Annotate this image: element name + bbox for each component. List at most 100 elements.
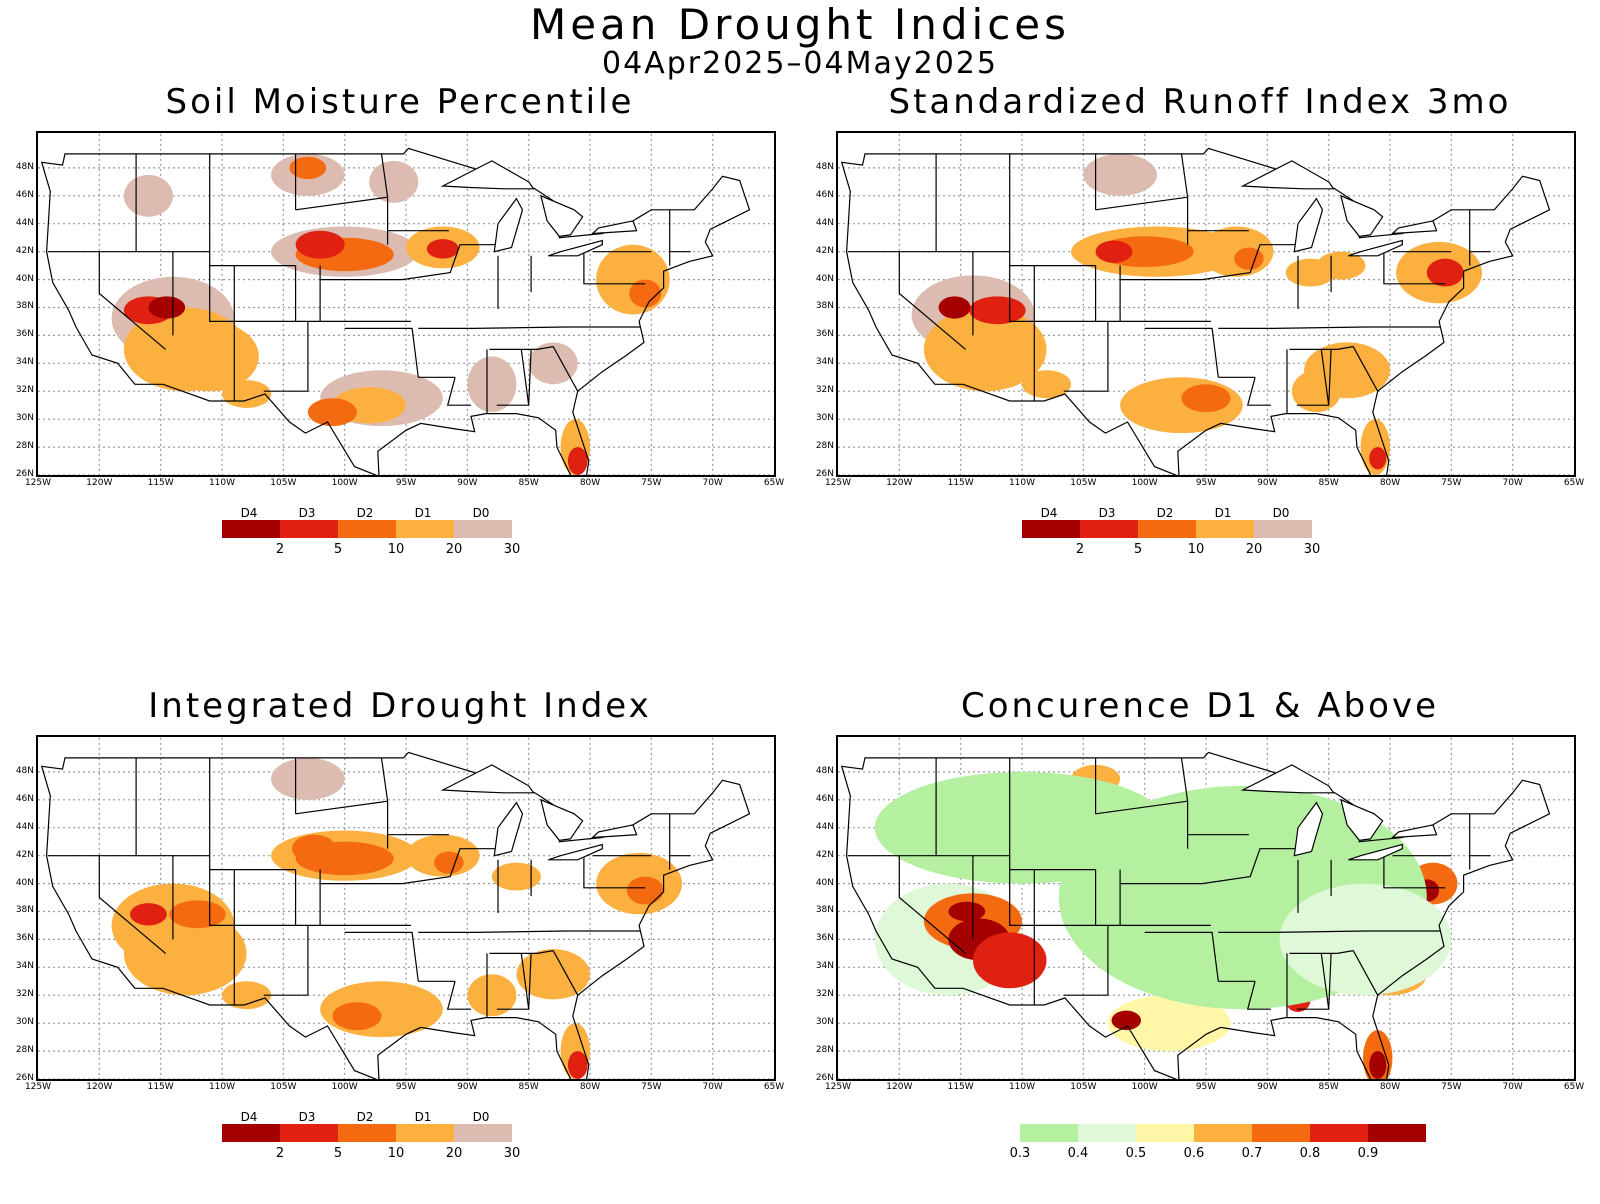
lat-tick-label: 32N (15, 385, 34, 396)
state-border (1289, 346, 1354, 350)
lon-tick-label: 90W (1257, 478, 1278, 488)
lon-tick-label: 70W (1502, 478, 1523, 488)
lat-tick-label: 32N (815, 385, 834, 396)
map-area (836, 735, 1576, 1081)
drought-region (1083, 153, 1157, 196)
drought-region (567, 447, 588, 475)
lat-tick-label: 26N (15, 1073, 34, 1083)
state-border (209, 265, 308, 322)
country-outline (40, 751, 751, 1079)
lon-tick-label: 70W (702, 478, 723, 488)
lat-tick-label: 40N (15, 877, 34, 888)
drought-region (1095, 240, 1133, 263)
color-swatch (1022, 520, 1080, 538)
lon-tick-label: 100W (1131, 478, 1158, 488)
lon-tick-label: 75W (1441, 1082, 1462, 1092)
great-lake (1240, 160, 1335, 190)
lat-tick-label: 44N (15, 217, 34, 228)
drought-region (271, 757, 345, 800)
drought-region (948, 901, 986, 922)
state-border (1352, 950, 1379, 996)
drought-region (434, 851, 464, 874)
state-border (473, 930, 641, 933)
legend-threshold: 10 (387, 1146, 405, 1161)
state-border (528, 349, 532, 406)
lon-tick-label: 85W (1318, 478, 1339, 488)
legend-category: D1 (414, 1110, 432, 1124)
lon-tick-label: 105W (1070, 478, 1097, 488)
lon-tick-label: 70W (1502, 1082, 1523, 1092)
legend-threshold: 0.9 (1357, 1146, 1379, 1161)
lon-tick-label: 100W (331, 478, 358, 488)
panel-title: Concurence D1 & Above (960, 686, 1440, 726)
state-border (1296, 349, 1330, 406)
drought-region (169, 900, 226, 929)
drought-region (528, 342, 578, 385)
color-swatch (280, 1124, 338, 1142)
great-lake (590, 824, 638, 839)
color-swatch (1080, 520, 1138, 538)
state-border (528, 953, 532, 1010)
drought-region (289, 156, 327, 180)
lon-tick-label: 70W (702, 1082, 723, 1092)
drought-region (332, 1002, 382, 1031)
legend-threshold: 30 (503, 542, 521, 557)
state-border (344, 327, 419, 378)
panel-title: Standardized Runoff Index 3mo (888, 82, 1512, 122)
great-lake (1340, 798, 1384, 841)
lon-tick-label: 90W (1257, 1082, 1278, 1092)
state-border (489, 346, 554, 350)
legend-threshold: 5 (333, 542, 343, 557)
state-border (583, 251, 646, 285)
lat-tick-label: 30N (15, 413, 34, 424)
lon-tick-label: 115W (147, 1082, 174, 1092)
lon-tick-label: 110W (208, 478, 236, 488)
state-border (98, 855, 166, 954)
lon-tick-label: 120W (886, 478, 913, 488)
color-bar (222, 520, 512, 538)
lat-tick-label: 46N (815, 189, 834, 200)
lat-tick-label: 34N (15, 357, 34, 368)
drought-region (123, 174, 173, 217)
drought-region (1316, 251, 1366, 280)
legend-threshold: 20 (1245, 542, 1263, 557)
state-border (295, 196, 388, 211)
legend-category: D2 (1156, 506, 1174, 520)
lat-tick-label: 42N (815, 245, 834, 256)
great-lake (493, 801, 524, 857)
lon-tick-label: 125W (24, 1082, 52, 1092)
lat-tick-label: 40N (815, 273, 834, 284)
lat-tick-label: 38N (15, 905, 34, 916)
lat-tick-label: 34N (815, 961, 834, 972)
legend-threshold: 5 (333, 1146, 343, 1161)
state-border (1063, 925, 1109, 996)
lat-tick-label: 32N (15, 989, 34, 1000)
drought-region (516, 949, 590, 1000)
lon-tick-label: 95W (1195, 478, 1217, 488)
drought-region (1369, 447, 1387, 470)
lat-tick-label: 46N (15, 793, 34, 804)
drought-region (1426, 258, 1464, 287)
drought-region (123, 911, 247, 996)
drought-region (596, 244, 670, 315)
lon-tick-label: 75W (641, 478, 662, 488)
panel-title: Soil Moisture Percentile (165, 82, 635, 122)
lon-tick-label: 80W (1379, 478, 1401, 488)
map-panel: Soil Moisture Percentile 48N 46N 44N 42N 40N 3… (0, 0, 800, 600)
color-swatch (1138, 520, 1196, 538)
lon-tick-label: 90W (457, 1082, 478, 1092)
drought-region (291, 834, 337, 863)
drought-region (369, 160, 419, 203)
state-border (1352, 346, 1379, 392)
lon-tick-label: 110W (1008, 1082, 1036, 1092)
color-bar (222, 1124, 512, 1142)
lon-tick-label: 120W (86, 478, 113, 488)
state-border (295, 800, 388, 815)
lat-tick-label: 28N (815, 1045, 834, 1056)
drought-region (1107, 995, 1231, 1052)
lat-tick-label: 38N (15, 301, 34, 312)
state-border (209, 757, 296, 871)
lat-tick-label: 42N (815, 849, 834, 860)
state-border (583, 855, 646, 889)
lon-tick-label: 95W (395, 478, 417, 488)
